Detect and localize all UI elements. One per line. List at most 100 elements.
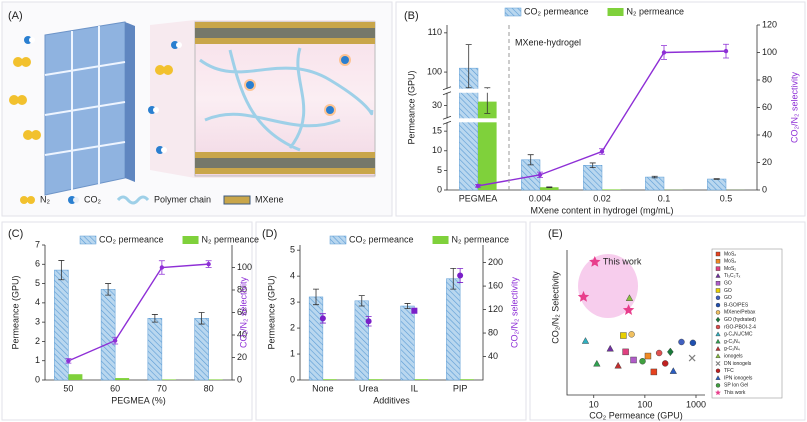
y2-tick-label: 120 <box>762 19 777 29</box>
y-tick-label: 1 <box>290 348 295 358</box>
y-tick-label: 110 <box>428 27 442 37</box>
marker <box>625 294 634 301</box>
y2-tick-label: 60 <box>237 307 247 317</box>
y-tick-label: 0 <box>290 374 295 384</box>
marker <box>159 265 165 270</box>
bar <box>707 178 727 191</box>
marker <box>650 368 658 376</box>
bar <box>115 378 130 380</box>
error-bar <box>105 283 112 296</box>
legend-label: MXene <box>255 194 284 204</box>
y2-tick-label: 60 <box>762 102 772 112</box>
y-tick-label: 1 <box>35 355 40 365</box>
marker <box>715 368 721 373</box>
legend-label: MoS₂ <box>724 259 736 265</box>
marker <box>537 172 543 178</box>
marker <box>66 358 71 364</box>
marker <box>639 358 646 365</box>
axis-break <box>443 118 756 123</box>
axis-break-mark <box>442 86 452 96</box>
axis-break <box>443 88 756 93</box>
legend-label: Polymer chain <box>154 194 211 204</box>
y2-axis-label: CO₂/N₂ selectivity <box>238 277 248 348</box>
error-bar <box>151 314 158 323</box>
y2-tick-label: 40 <box>762 129 772 139</box>
marker <box>715 251 721 257</box>
marker <box>655 349 663 357</box>
error-bar <box>589 162 596 169</box>
marker <box>715 273 721 278</box>
marker <box>628 331 635 338</box>
error-bar <box>651 175 658 179</box>
legend-label: ionogels <box>724 354 743 360</box>
legend-label: CO₂ permeance <box>349 234 414 244</box>
legend-label: IPN ionogels <box>724 375 753 381</box>
bar <box>208 379 223 380</box>
marker <box>365 318 372 325</box>
x-tick-label: 10 <box>589 399 599 409</box>
marker <box>688 354 696 362</box>
marker <box>715 316 721 323</box>
bar <box>478 101 497 190</box>
panel-label: (A) <box>8 10 23 22</box>
y-axis-label: Permeance (GPU) <box>10 275 20 349</box>
annotation: MXene-hydrogel <box>515 37 581 47</box>
marker <box>715 353 721 358</box>
marker <box>411 307 418 314</box>
marker <box>206 261 211 267</box>
marker <box>599 149 605 154</box>
x-axis-label: PEGMEA (%) <box>111 395 166 405</box>
legend-label: CO₂ <box>84 194 102 204</box>
panel-frame <box>255 221 527 421</box>
y2-axis-label: CO₂/N₂ selectivity <box>509 277 519 348</box>
legend-label: GO <box>724 288 732 294</box>
polymer-chain <box>199 47 374 152</box>
marker <box>669 367 677 374</box>
bar <box>368 379 383 380</box>
y-tick-label: 4 <box>290 271 295 281</box>
y2-tick-label: 80 <box>488 327 498 337</box>
x-tick-label: 70 <box>157 383 167 393</box>
legend-swatch <box>329 235 347 245</box>
marker <box>715 338 721 344</box>
legend-label: B-GO/PES <box>724 302 749 308</box>
marker <box>715 281 721 286</box>
x-tick-label: 1000 <box>686 399 706 409</box>
marker <box>319 315 326 322</box>
legend-label: GO <box>724 295 732 301</box>
marker <box>715 346 721 351</box>
bar <box>147 318 163 381</box>
marker <box>606 344 614 352</box>
legend-swatch <box>182 236 199 244</box>
membrane-grid <box>44 26 126 190</box>
x-tick-label: PIP <box>453 383 468 393</box>
y-tick-label: 5 <box>290 245 295 255</box>
marker <box>715 361 721 366</box>
legend-swatch <box>79 235 97 245</box>
marker <box>644 352 652 360</box>
panel-label: (D) <box>262 228 277 240</box>
y-tick-label: 3 <box>290 296 295 306</box>
x-axis-label: MXene content in hydrogel (mg/mL) <box>530 205 673 215</box>
bar <box>161 379 176 380</box>
error-bar <box>313 288 320 306</box>
y-tick-label: 0 <box>35 374 40 384</box>
y2-tick-label: 80 <box>762 74 772 84</box>
bar <box>540 187 559 190</box>
bar <box>322 379 337 380</box>
molecules <box>9 36 351 154</box>
y-tick-label: 4 <box>35 297 40 307</box>
legend-label: CO₂ permeance <box>524 6 589 16</box>
marker <box>715 302 721 308</box>
y-tick-label: 2 <box>35 336 40 346</box>
error-bar <box>58 260 65 281</box>
y-tick-label: 100 <box>427 66 442 76</box>
axes <box>299 245 484 381</box>
x-tick-label: 60 <box>110 383 120 393</box>
y2-axis-label: CO₂/N₂ selectivity <box>789 72 799 143</box>
x-axis-label: CO₂ Permeance (GPU) <box>589 410 683 420</box>
marker <box>475 183 481 189</box>
legend-swatch <box>504 7 522 17</box>
y-tick-label: 10 <box>432 145 442 155</box>
